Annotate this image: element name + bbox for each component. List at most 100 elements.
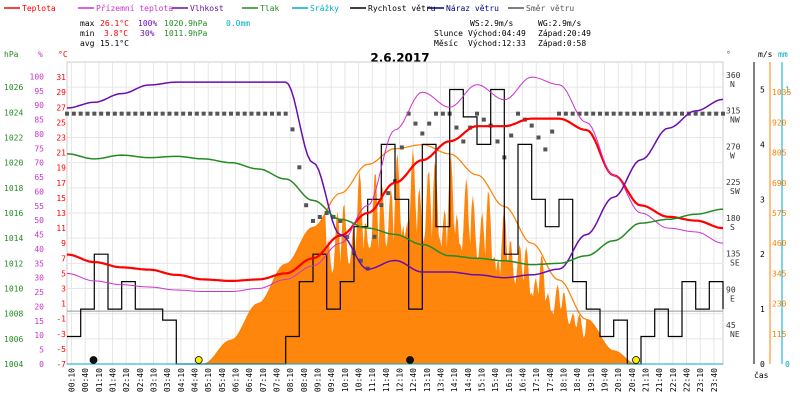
wind-direction-point bbox=[611, 111, 616, 116]
info-ws: WS:2.9m/s bbox=[470, 19, 514, 28]
x-tick-label: 23:40 bbox=[710, 368, 719, 392]
x-tick-label: 06:40 bbox=[245, 368, 254, 392]
humidity-tick-label: 0 bbox=[39, 360, 44, 369]
stats-min-pressure: 1011.9hPa bbox=[164, 29, 208, 38]
compass-label: NW bbox=[730, 116, 740, 125]
wind-direction-point bbox=[167, 111, 172, 116]
wind-direction-point bbox=[604, 111, 609, 116]
wind-direction-point bbox=[92, 111, 97, 116]
pressure-line bbox=[66, 153, 724, 266]
legend-label-tlak: Tlak bbox=[260, 4, 279, 13]
pressure-tick-label: 1020 bbox=[4, 159, 23, 168]
humidity-line bbox=[66, 81, 724, 279]
wind-direction-point bbox=[557, 111, 561, 116]
legend-item-naraz-vetru: Náraz větru bbox=[428, 4, 499, 13]
x-tick-label: 13:40 bbox=[437, 368, 446, 392]
wind-direction-point bbox=[543, 147, 548, 152]
legend-item-teplota: Teplota bbox=[4, 4, 56, 13]
wind-direction-point bbox=[700, 111, 705, 116]
x-tick-label: 21:40 bbox=[655, 368, 664, 392]
legend-item-tlak: Tlak bbox=[242, 4, 279, 13]
wind-direction-point bbox=[112, 111, 117, 116]
wind-direction-point bbox=[181, 111, 186, 116]
wind-direction-point bbox=[714, 111, 719, 116]
x-tick-label: 11:10 bbox=[368, 368, 377, 392]
ground-temperature-line bbox=[66, 76, 724, 292]
wind-direction-point bbox=[140, 111, 145, 116]
x-tick-label: 16:10 bbox=[505, 368, 514, 392]
sunrise-marker bbox=[194, 356, 203, 364]
compass-label: N bbox=[730, 80, 735, 89]
compass-label: SE bbox=[730, 259, 740, 268]
humidity-tick-label: 90 bbox=[34, 101, 44, 110]
wind-direction-point bbox=[516, 111, 520, 116]
temperature-tick-label: 31 bbox=[56, 73, 66, 82]
sunset-marker bbox=[632, 356, 640, 364]
humidity-tick-label: 5 bbox=[39, 346, 44, 355]
wind-direction-point bbox=[65, 111, 69, 116]
temperature-tick-label: 21 bbox=[56, 149, 66, 158]
wind-direction-point bbox=[290, 127, 295, 132]
legend-item-srazky: Srážky bbox=[292, 4, 339, 13]
wind-direction-point bbox=[693, 111, 698, 116]
direction-tick-label: 315 bbox=[726, 107, 741, 116]
humidity-tick-label: 65 bbox=[34, 173, 44, 182]
wind-direction-point bbox=[85, 111, 90, 116]
humidity-tick-label: 50 bbox=[34, 216, 44, 225]
x-tick-label: 19:10 bbox=[587, 368, 596, 392]
wind-direction-point bbox=[591, 111, 596, 116]
wind-speed-line bbox=[67, 88, 724, 365]
pressure-tick-label: 1004 bbox=[4, 360, 23, 369]
pressure-tick-label: 1018 bbox=[4, 184, 23, 193]
legend-label-naraz-vetru: Náraz větru bbox=[446, 4, 499, 13]
x-tick-label: 05:10 bbox=[204, 368, 213, 392]
temperature-tick-label: 9 bbox=[61, 239, 66, 248]
pressure-tick-label: 1010 bbox=[4, 285, 23, 294]
x-tick-label: 17:10 bbox=[532, 368, 541, 392]
x-tick-label: 01:40 bbox=[109, 368, 118, 392]
wind-direction-point bbox=[386, 191, 391, 196]
wind-direction-point bbox=[379, 203, 384, 208]
wind-direction-point bbox=[229, 111, 233, 116]
humidity-tick-label: 100 bbox=[30, 72, 45, 81]
wind-direction-point bbox=[297, 165, 302, 170]
wind-direction-point bbox=[106, 111, 110, 116]
x-tick-label: 07:10 bbox=[259, 368, 268, 392]
humidity-tick-label: 25 bbox=[34, 288, 44, 297]
wind-direction-point bbox=[666, 111, 671, 116]
direction-tick-label: 360 bbox=[726, 71, 741, 80]
x-tick-label: 18:40 bbox=[573, 368, 582, 392]
x-tick-label: 07:40 bbox=[273, 368, 282, 392]
moonrise-marker bbox=[406, 356, 414, 364]
solar-tick-label: 690 bbox=[772, 179, 787, 188]
humidity-tick-label: 40 bbox=[34, 245, 44, 254]
temperature-tick-label: 7 bbox=[61, 254, 66, 263]
wind-direction-point bbox=[201, 111, 206, 116]
wind-direction-point bbox=[270, 111, 274, 116]
stats-min-label: min bbox=[80, 29, 95, 38]
wind-direction-point bbox=[372, 234, 377, 239]
wind-tick-label: 4 bbox=[760, 140, 765, 149]
legend-label-prizemni-teplota: Přízemní teplota bbox=[96, 4, 173, 13]
wind-direction-point bbox=[652, 111, 657, 116]
axis-unit-pressure: hPa bbox=[4, 50, 19, 59]
wind-direction-point bbox=[215, 111, 220, 116]
x-tick-label: 10:40 bbox=[355, 368, 364, 392]
info-sunset: Západ:20:49 bbox=[538, 29, 591, 38]
wind-direction-point bbox=[550, 129, 555, 134]
pressure-tick-label: 1008 bbox=[4, 310, 23, 319]
stats-avg-label: avg bbox=[80, 39, 95, 48]
info-moon-label: Měsíc bbox=[434, 39, 458, 48]
axis-unit-temperature: °C bbox=[58, 50, 68, 59]
temperature-tick-label: 11 bbox=[56, 224, 66, 233]
wind-direction-point bbox=[673, 111, 678, 116]
temperature-tick-label: 13 bbox=[56, 209, 66, 218]
x-tick-label: 17:40 bbox=[546, 368, 555, 392]
info-wg: WG:2.9m/s bbox=[538, 19, 582, 28]
wind-direction-point bbox=[406, 111, 411, 116]
solar-tick-label: 460 bbox=[772, 239, 787, 248]
stats-max-temp: 26.1°C bbox=[100, 19, 129, 28]
pressure-tick-label: 1024 bbox=[4, 108, 23, 117]
wind-direction-point bbox=[536, 135, 541, 140]
x-axis-label: čas bbox=[754, 370, 769, 380]
